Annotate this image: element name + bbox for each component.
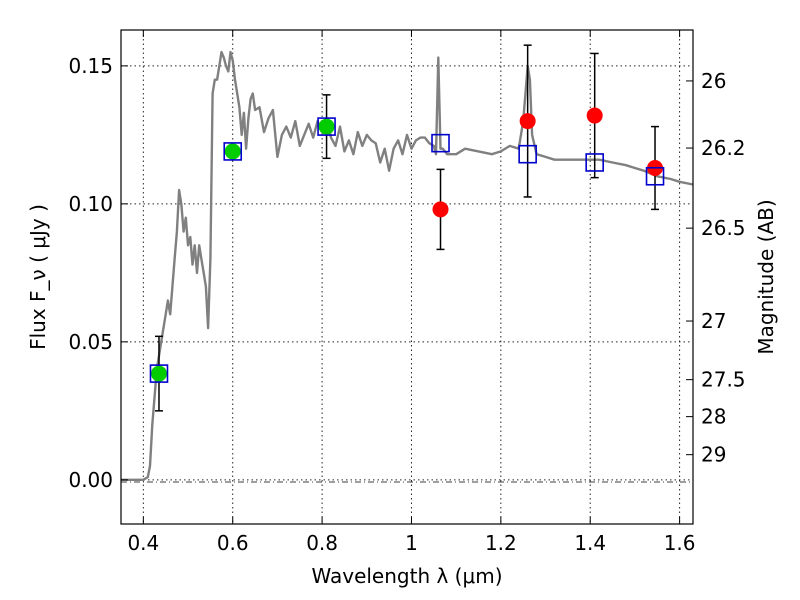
data-point [519,113,536,130]
y2-tick-label: 27.5 [701,368,746,392]
x-tick-label: 1.2 [485,531,517,555]
plot-area [121,44,694,481]
x-tick-label: 0.8 [306,531,338,555]
x-tick-label: 0.6 [217,531,249,555]
y2-tick-label: 28 [701,405,726,429]
data-point [224,143,241,160]
data-point [150,365,167,382]
y-tick-label: 0.10 [68,192,113,216]
model-point [317,117,336,136]
y-tick-label: 0.00 [68,468,113,492]
x-axis-label: Wavelength λ (μm) [311,564,502,588]
model-point [149,364,169,383]
y2-tick-label: 26.2 [701,136,746,160]
y-tick-label: 0.05 [68,330,113,354]
model-point [645,166,665,186]
model-point [518,144,537,164]
y-tick-label: 0.15 [68,54,113,78]
x-tick-label: 1 [405,531,418,555]
model-point [223,142,243,161]
data-point [586,107,603,124]
data-point [318,118,335,135]
x-tick-label: 1.4 [574,531,606,555]
y2-tick-label: 27 [701,309,726,333]
grid [121,30,693,524]
model-point [431,133,450,153]
y2-tick-label: 29 [701,443,726,467]
x-tick-label: 1.6 [664,531,696,555]
y-axis-label: Flux F_ν ( μJy ) [26,204,50,350]
y2-tick-label: 26.5 [701,216,746,240]
ticks: 0.4 0.6 0.8 1 1.2 1.4 1.6 0.00 0.05 0.10 0.15 26 26.… [68,30,746,555]
data-point [432,201,449,218]
spectrum-line [121,50,694,481]
y2-axis-label: Magnitude (AB) [754,199,778,354]
x-tick-label: 0.4 [127,531,159,555]
model-point [585,153,604,172]
plot-frame [120,29,694,525]
y2-tick-label: 26 [701,69,726,93]
